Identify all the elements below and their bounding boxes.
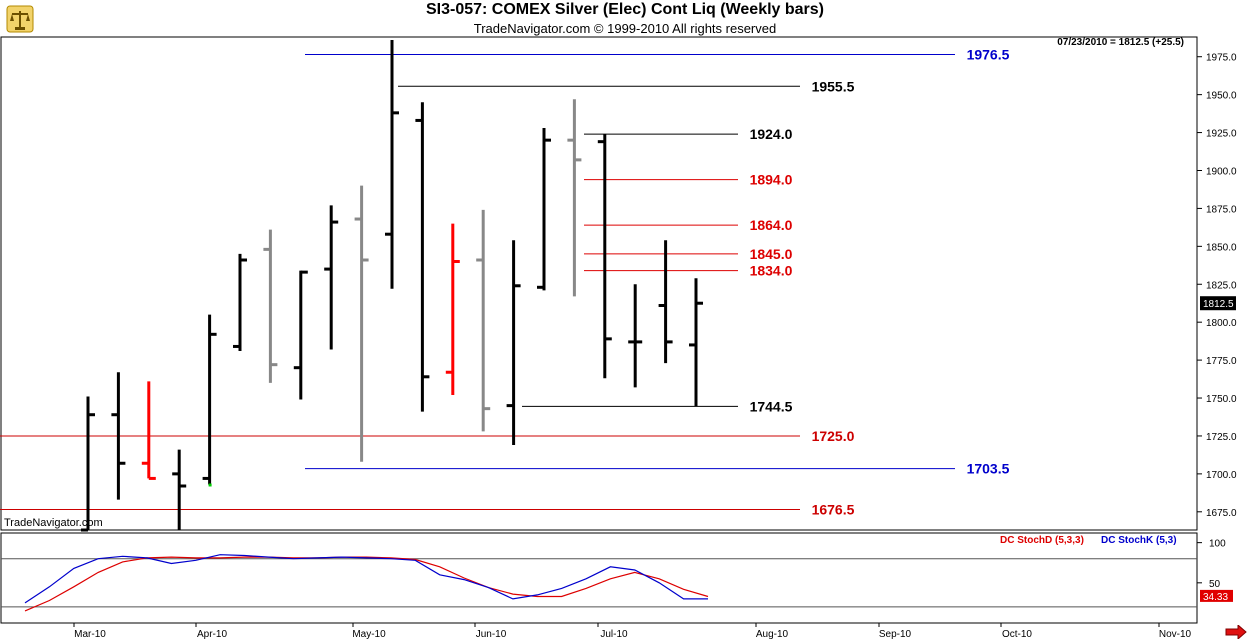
price-tick-label: 1750.0 [1206, 394, 1237, 405]
price-tick-label: 1975.0 [1206, 53, 1237, 64]
chart-subtitle: TradeNavigator.com © 1999-2010 All right… [473, 21, 777, 36]
date-tick-label: Mar-10 [74, 629, 106, 640]
watermark: TradeNavigator.com [4, 517, 103, 529]
price-tick-label: 1825.0 [1206, 280, 1237, 291]
price-axis: 1675.0 1700.0 1725.0 1750.0 1775.0 1800.0 1825… [1197, 53, 1237, 519]
price-tick-label: 1850.0 [1206, 242, 1237, 253]
right-arrow-icon[interactable] [1225, 625, 1247, 639]
date-tick-label: Sep-10 [879, 629, 912, 640]
stoch-legend-label: DC StochD (5,3,3) [1000, 535, 1084, 546]
level-label: 1725.0 [812, 428, 855, 444]
level-label: 1955.5 [812, 78, 855, 94]
date-axis: Mar-10 Apr-10 May-10 Jun-10 Jul-10 Aug-10 Sep-… [73, 623, 1192, 640]
price-tick-label: 1675.0 [1206, 508, 1237, 519]
level-label: 1924.0 [750, 126, 793, 142]
level-label: 1703.5 [967, 461, 1010, 477]
price-tick-label: 1700.0 [1206, 470, 1237, 481]
stoch-tick-label: 100 [1209, 539, 1226, 550]
date-tick-label: Nov-10 [1159, 629, 1192, 640]
date-tick-label: Jul-10 [600, 629, 628, 640]
price-tick-label: 1900.0 [1206, 166, 1237, 177]
level-label: 1744.5 [750, 398, 793, 414]
level-label: 1976.5 [967, 46, 1010, 62]
last-price-label: 1812.5 [1203, 299, 1234, 310]
date-tick-label: Apr-10 [197, 629, 227, 640]
price-tick-label: 1950.0 [1206, 91, 1237, 102]
price-tick-label: 1925.0 [1206, 129, 1237, 140]
chart-frame [0, 36, 1198, 624]
price-tick-label: 1875.0 [1206, 204, 1237, 215]
date-tick-label: May-10 [352, 629, 386, 640]
ohlc-bars [81, 40, 703, 532]
last-price-box [1200, 296, 1236, 311]
stochastic-panel: 50 100 DC StochD (5,3,3) DC StochK (5,3) 34.… [1, 535, 1233, 612]
stoch-legend-label: DC StochK (5,3) [1101, 535, 1177, 546]
level-label: 1834.0 [750, 263, 793, 279]
last-price-info: 07/23/2010 = 1812.5 (+25.5) [1057, 37, 1184, 48]
price-panel-border [0, 36, 1198, 531]
price-tick-label: 1800.0 [1206, 318, 1237, 329]
signal-dot [208, 483, 212, 487]
stoch-series-line [24, 554, 708, 604]
support-resistance-levels: 1976.5 1955.5 1924.0 1894.0 1864.0 1845.01834… [0, 46, 1010, 518]
scale-icon[interactable] [4, 3, 36, 35]
level-label: 1894.0 [750, 172, 793, 188]
date-tick-label: Oct-10 [1002, 629, 1032, 640]
date-tick-label: Jun-10 [476, 629, 507, 640]
level-label: 1845.0 [750, 246, 793, 262]
price-tick-label: 1725.0 [1206, 432, 1237, 443]
stoch-panel-border [0, 532, 1198, 624]
chart-title: SI3-057: COMEX Silver (Elec) Cont Liq (W… [425, 1, 825, 18]
stoch-tick-label: 50 [1209, 579, 1221, 590]
level-label: 1864.0 [750, 217, 793, 233]
stoch-last-label: 34.33 [1203, 592, 1228, 603]
stoch-series-line [24, 556, 709, 612]
stoch-last-box [1200, 589, 1233, 602]
level-label: 1676.5 [812, 502, 855, 518]
date-tick-label: Aug-10 [756, 629, 789, 640]
price-tick-label: 1775.0 [1206, 356, 1237, 367]
